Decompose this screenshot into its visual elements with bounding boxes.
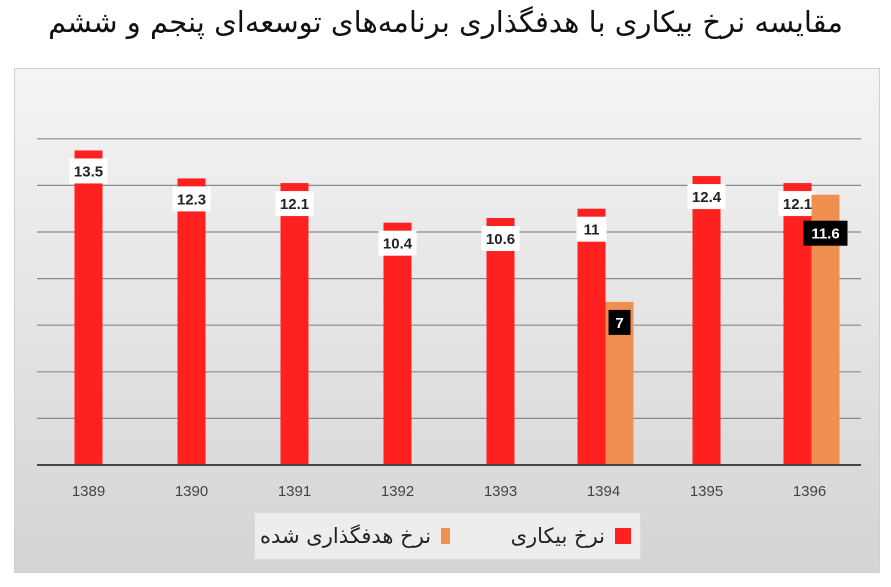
bar-1391 (280, 183, 309, 465)
legend-label-target: نرخ هدفگذاری شده (260, 524, 432, 548)
legend-item-unemployment: نرخ بیکاری (481, 513, 631, 559)
bar-label-bg-1391 (275, 191, 314, 217)
legend-swatch-unemployment (615, 528, 631, 544)
x-tick-1391: 1391 (278, 483, 311, 500)
bar-label-bg-1395 (687, 184, 726, 210)
x-tick-1389: 1389 (72, 483, 105, 500)
target-label-bg-1394 (608, 309, 631, 335)
plot-area: 13.5 1389 12.3 1390 12.1 1391 10.4 1392 10.6 1393… (14, 68, 880, 573)
bar-label-1394: 11 (584, 222, 600, 239)
legend: نرخ بیکاری نرخ هدفگذاری شده (254, 512, 641, 560)
bar-label-1389: 13.5 (74, 163, 103, 180)
target-label-1396: 11.6 (811, 226, 839, 243)
bar-label-bg-1389 (69, 158, 108, 184)
legend-label-unemployment: نرخ بیکاری (510, 524, 605, 548)
bar-1394 (577, 208, 606, 465)
bar-label-bg-1393 (481, 226, 520, 252)
bar-1393 (486, 218, 515, 465)
bar-label-1395: 12.4 (692, 189, 722, 206)
x-tick-1392: 1392 (381, 483, 414, 500)
bar-label-bg-1396 (778, 191, 817, 217)
bar-chart: 13.5 1389 12.3 1390 12.1 1391 10.4 1392 10.6 1393… (37, 138, 861, 500)
bar-1392 (383, 222, 412, 465)
bar-label-bg-1390 (172, 186, 211, 212)
x-tick-1396: 1396 (793, 483, 826, 500)
bar-label-1390: 12.3 (177, 191, 206, 208)
bar-label-1393: 10.6 (486, 231, 515, 248)
target-label-bg-1396 (803, 220, 848, 246)
bar-label-1396: 12.1 (783, 196, 812, 213)
legend-item-target: نرخ هدفگذاری شده (260, 513, 450, 559)
x-tick-1395: 1395 (690, 483, 723, 500)
x-tick-1393: 1393 (484, 483, 517, 500)
legend-swatch-target (441, 528, 450, 544)
target-label-1394: 7 (615, 315, 623, 332)
bar-1390 (177, 178, 206, 465)
bar-1389 (74, 150, 103, 465)
chart-title: مقایسه نرخ بیکاری با هدفگذاری برنامه‌های… (48, 5, 843, 39)
x-tick-1394: 1394 (587, 483, 620, 500)
bar-label-1392: 10.4 (383, 236, 413, 253)
x-tick-1390: 1390 (175, 483, 208, 500)
bar-label-bg-1392 (378, 230, 417, 256)
bar-label-1391: 12.1 (280, 196, 309, 213)
bar-1395 (692, 176, 721, 465)
bar-label-bg-1394 (576, 216, 607, 242)
